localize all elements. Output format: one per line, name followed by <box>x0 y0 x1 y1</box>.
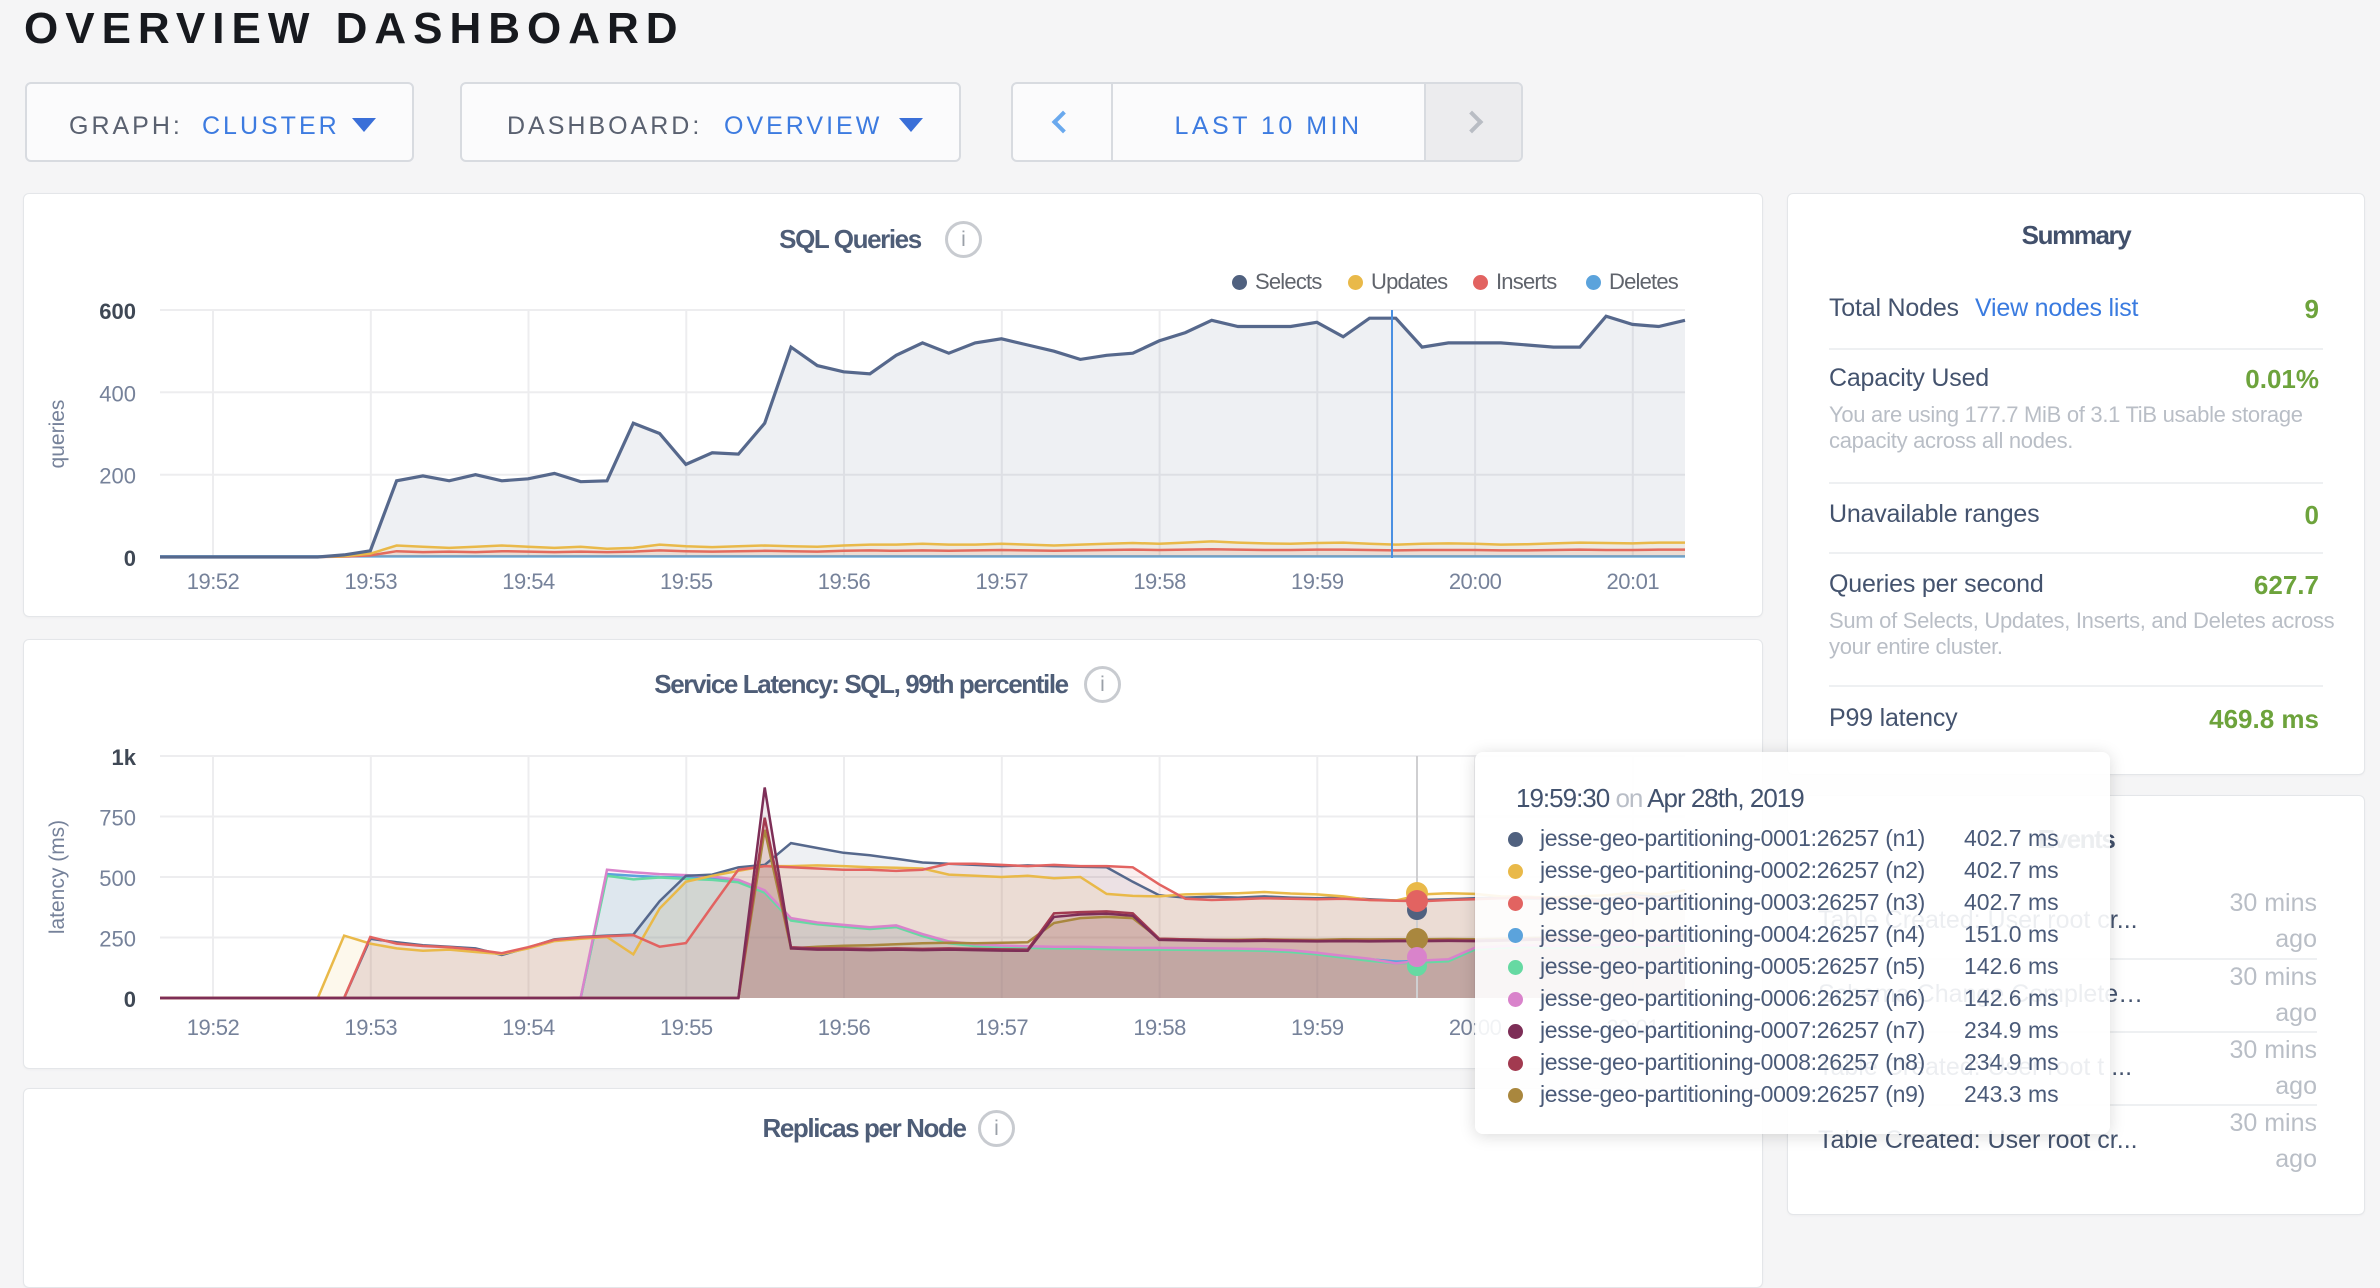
svg-text:1k: 1k <box>112 745 137 770</box>
svg-text:19:57: 19:57 <box>976 569 1029 594</box>
svg-text:19:58: 19:58 <box>1133 569 1186 594</box>
svg-text:19:55: 19:55 <box>660 569 713 594</box>
svg-text:19:57: 19:57 <box>976 1015 1029 1040</box>
svg-text:250: 250 <box>99 927 136 952</box>
svg-text:19:53: 19:53 <box>345 1015 398 1040</box>
svg-text:19:54: 19:54 <box>502 569 555 594</box>
svg-text:19:59: 19:59 <box>1291 569 1344 594</box>
svg-text:200: 200 <box>99 464 136 489</box>
svg-text:750: 750 <box>99 806 136 831</box>
svg-text:600: 600 <box>99 299 136 324</box>
svg-text:19:52: 19:52 <box>187 1015 240 1040</box>
svg-text:19:54: 19:54 <box>502 1015 555 1040</box>
svg-text:19:53: 19:53 <box>345 569 398 594</box>
svg-text:19:56: 19:56 <box>818 569 871 594</box>
svg-text:20:01: 20:01 <box>1607 569 1660 594</box>
svg-text:19:55: 19:55 <box>660 1015 713 1040</box>
svg-text:500: 500 <box>99 866 136 891</box>
svg-text:19:52: 19:52 <box>187 569 240 594</box>
svg-text:19:56: 19:56 <box>818 1015 871 1040</box>
svg-text:queries: queries <box>46 400 69 469</box>
svg-text:20:00: 20:00 <box>1449 569 1502 594</box>
svg-text:400: 400 <box>99 381 136 406</box>
svg-text:0: 0 <box>124 987 136 1012</box>
svg-text:19:59: 19:59 <box>1291 1015 1344 1040</box>
svg-text:19:58: 19:58 <box>1133 1015 1186 1040</box>
svg-text:latency (ms): latency (ms) <box>46 820 69 934</box>
svg-text:0: 0 <box>124 546 136 571</box>
